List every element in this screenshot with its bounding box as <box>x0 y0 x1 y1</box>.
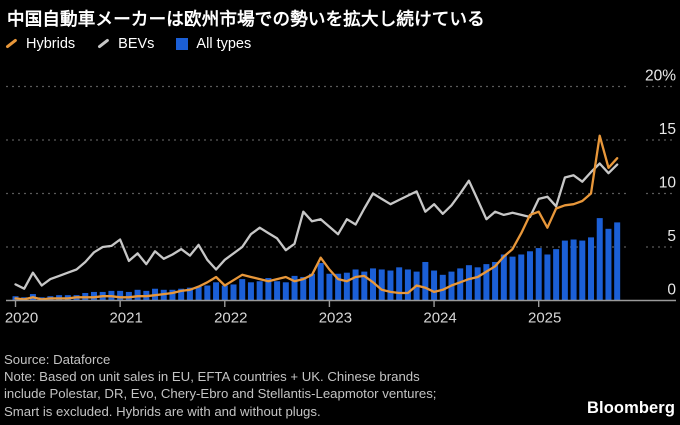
note-line-3: Smart is excluded. Hybrids are with and … <box>4 403 321 419</box>
bar <box>396 267 403 301</box>
bar <box>561 240 568 301</box>
bar <box>509 256 516 301</box>
bar <box>422 261 429 301</box>
y-axis-label: 20% <box>645 68 676 85</box>
bar <box>526 251 533 301</box>
source-note: Source: Dataforce Note: Based on unit sa… <box>4 351 436 420</box>
bar <box>265 278 272 301</box>
bar <box>544 254 551 301</box>
bar <box>596 218 603 301</box>
bar <box>387 270 394 301</box>
bar <box>186 287 193 301</box>
note-line-2: include Polestar, DR, Evo, Chery-Ebro an… <box>4 386 437 402</box>
bar <box>570 239 577 301</box>
bar <box>439 274 446 301</box>
bar <box>195 286 202 301</box>
bar <box>117 290 124 301</box>
bar <box>291 275 298 301</box>
bevs-line-icon <box>97 38 110 50</box>
legend-label-all-types: All types <box>196 36 252 52</box>
bar <box>352 269 359 301</box>
bar <box>518 254 525 301</box>
bar <box>500 254 507 301</box>
x-axis-label: 2021 <box>109 310 142 327</box>
bar <box>457 268 464 301</box>
y-axis-label: 15 <box>659 121 676 138</box>
note-line-1: Note: Based on unit sales in EU, EFTA co… <box>4 369 420 385</box>
x-axis-label: 2023 <box>319 310 352 327</box>
bar <box>213 282 220 301</box>
y-axis-label: 5 <box>667 228 676 245</box>
bar <box>492 261 499 301</box>
legend: Hybrids BEVs All types <box>5 36 251 52</box>
y-axis-label: 0 <box>667 282 676 299</box>
bar <box>317 263 324 301</box>
bar <box>378 269 385 301</box>
x-axis-label: 2022 <box>214 310 247 327</box>
bar <box>579 240 586 301</box>
all-types-square-icon <box>176 38 189 50</box>
bar <box>204 285 211 301</box>
bar <box>256 281 263 301</box>
bar <box>614 222 621 301</box>
bar <box>221 285 228 301</box>
bar <box>553 249 560 301</box>
bar <box>370 268 377 301</box>
y-axis-label: 10 <box>659 175 677 192</box>
bar <box>361 271 368 301</box>
legend-item-all-types: All types <box>176 36 251 52</box>
bar <box>169 289 176 301</box>
bar <box>535 248 542 301</box>
source-line: Source: Dataforce <box>4 352 111 367</box>
bar <box>588 237 595 301</box>
bar <box>308 273 315 301</box>
chart-title: 中国自動車メーカーは欧州市場での勢いを拡大し続けている <box>7 9 485 29</box>
legend-label-hybrids: Hybrids <box>26 36 76 52</box>
bar <box>404 269 411 301</box>
bar <box>300 276 307 301</box>
bar <box>335 273 342 301</box>
bar <box>274 281 281 301</box>
hybrids-line-icon <box>5 38 18 50</box>
x-axis-label: 2020 <box>5 310 38 327</box>
x-axis-label: 2024 <box>423 310 456 327</box>
legend-item-bevs: BEVs <box>97 36 154 52</box>
legend-item-hybrids: Hybrids <box>5 36 75 52</box>
bar <box>431 270 438 301</box>
bar <box>230 284 237 301</box>
bar <box>247 282 254 301</box>
legend-label-bevs: BEVs <box>118 36 155 52</box>
x-axis-label: 2025 <box>528 310 561 327</box>
bar <box>605 228 612 301</box>
chart-area: 0 5 10 15 20% 2020 2021 2022 2023 2024 2025 <box>0 56 680 338</box>
line-bevs <box>14 162 619 290</box>
bar <box>282 282 289 301</box>
line-hybrids <box>14 134 619 301</box>
bar <box>239 279 246 301</box>
bar <box>465 265 472 301</box>
bar <box>326 273 333 301</box>
bloomberg-logo: Bloomberg <box>587 399 675 417</box>
chart-svg: 0 5 10 15 20% 2020 2021 2022 2023 2024 2025 <box>5 68 677 327</box>
bar <box>178 288 185 301</box>
bar <box>343 272 350 301</box>
bar <box>474 267 481 301</box>
bar <box>483 264 490 301</box>
